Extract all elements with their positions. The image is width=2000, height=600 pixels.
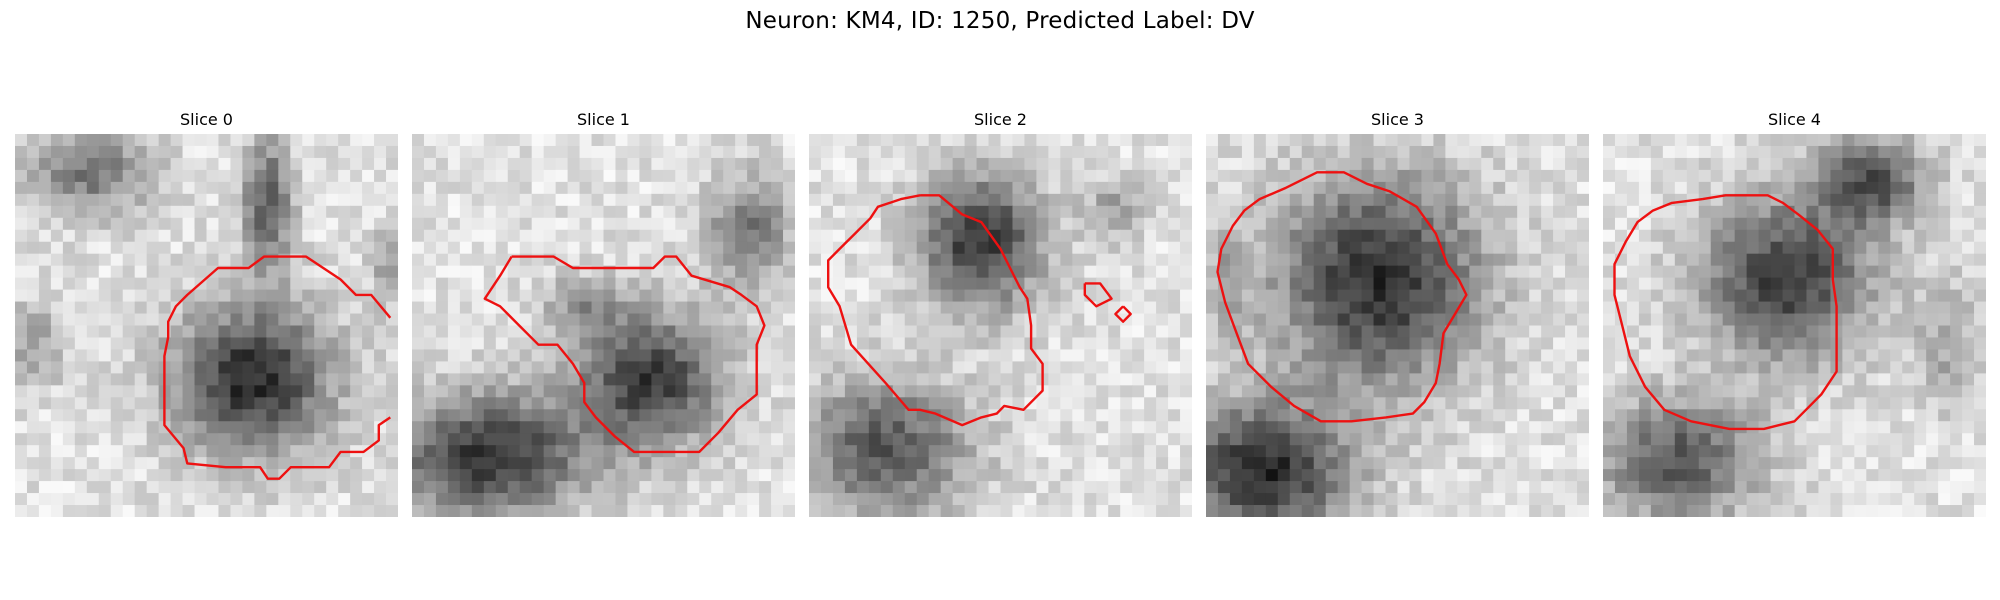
slice-panel-0: Slice 0 <box>15 110 398 517</box>
slice-image-3 <box>1206 134 1589 517</box>
slice-image-4 <box>1603 134 1986 517</box>
contour-line-0 <box>827 194 1044 427</box>
pixel-grid <box>1206 134 1589 517</box>
slice-image-0 <box>15 134 398 517</box>
slice-panel-1: Slice 1 <box>412 110 795 517</box>
slice-title-4: Slice 4 <box>1768 110 1821 129</box>
contour-line-0 <box>1216 171 1468 423</box>
slice-title-1: Slice 1 <box>577 110 630 129</box>
contour-line-1 <box>1083 282 1113 308</box>
contour-line-0 <box>163 255 392 480</box>
slice-svg-3 <box>1206 134 1589 517</box>
slice-image-2 <box>809 134 1192 517</box>
slice-svg-2 <box>809 134 1192 517</box>
slice-panel-3: Slice 3 <box>1206 110 1589 517</box>
slice-title-0: Slice 0 <box>180 110 233 129</box>
slice-panel-2: Slice 2 <box>809 110 1192 517</box>
pixel-grid <box>412 134 795 517</box>
pixel-grid <box>15 134 398 517</box>
slice-title-2: Slice 2 <box>974 110 1027 129</box>
contour-line-2 <box>1114 305 1132 323</box>
slice-svg-0 <box>15 134 398 517</box>
figure-title: Neuron: KM4, ID: 1250, Predicted Label: … <box>745 8 1255 34</box>
slice-panel-4: Slice 4 <box>1603 110 1986 517</box>
pixel-grid <box>1603 134 1986 517</box>
pixel-grid <box>809 134 1192 517</box>
slice-svg-1 <box>412 134 795 517</box>
slice-title-3: Slice 3 <box>1371 110 1424 129</box>
slice-image-1 <box>412 134 795 517</box>
contour-line-0 <box>1613 194 1838 431</box>
slice-svg-4 <box>1603 134 1986 517</box>
contour-line-0 <box>483 255 766 454</box>
